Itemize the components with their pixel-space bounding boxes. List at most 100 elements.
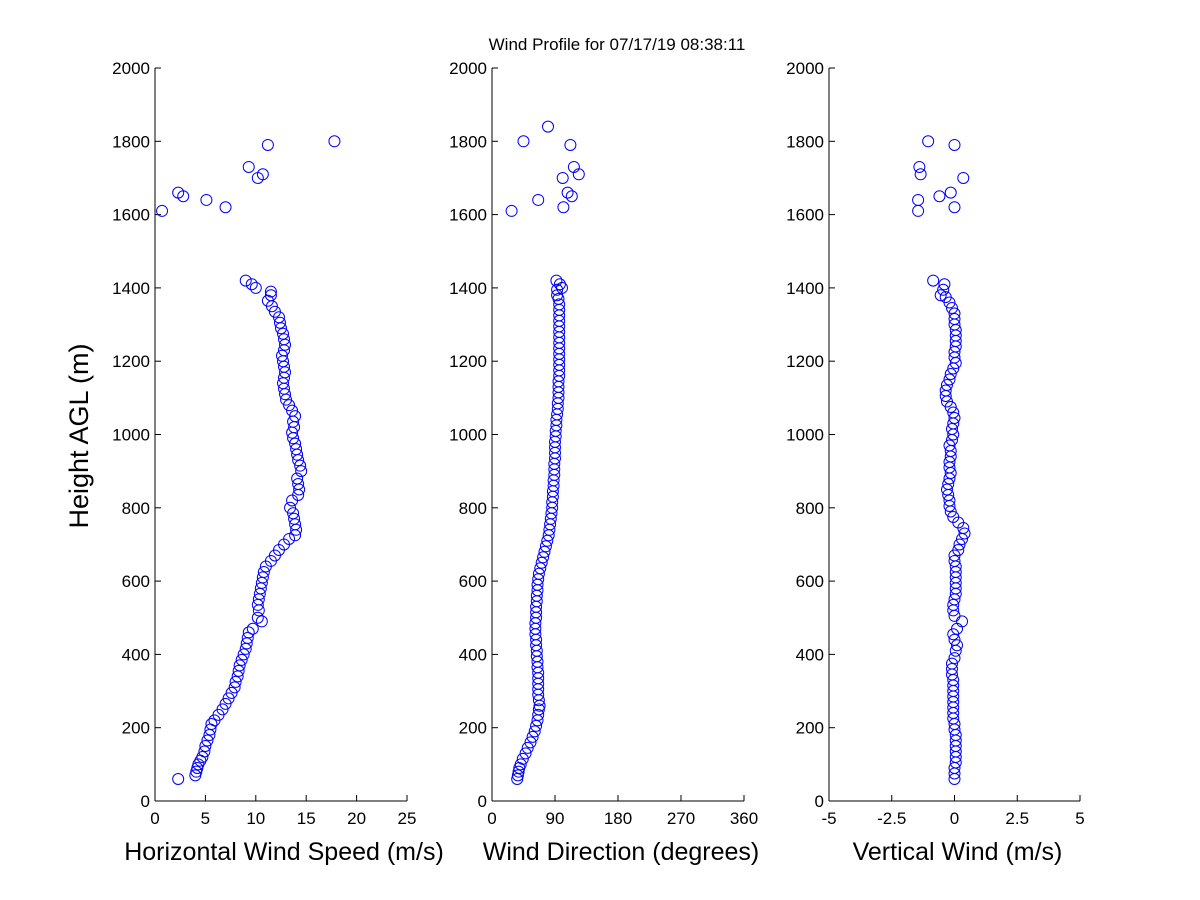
x-tick-label: 20 <box>347 809 366 828</box>
data-point <box>539 540 552 553</box>
data-point <box>205 718 218 731</box>
data-point <box>943 494 956 507</box>
data-point <box>242 160 255 173</box>
data-point <box>535 556 548 569</box>
y-tick-label: 1600 <box>786 206 824 225</box>
y-tick-label: 1400 <box>786 279 824 298</box>
data-point <box>947 510 960 523</box>
data-point <box>542 120 554 133</box>
y-tick-label: 1600 <box>449 206 487 225</box>
data-point <box>283 532 296 545</box>
data-point <box>938 278 951 291</box>
data-point <box>289 437 302 450</box>
data-point <box>528 725 541 738</box>
y-tick-label: 2000 <box>449 59 487 78</box>
data-point <box>233 659 246 672</box>
x-tick-label: 5 <box>201 809 210 828</box>
data-point <box>524 736 537 749</box>
data-point <box>249 281 262 294</box>
data-point <box>948 138 961 151</box>
data-point <box>290 443 303 456</box>
data-point <box>912 193 925 206</box>
data-point <box>948 313 961 326</box>
data-point <box>943 439 956 452</box>
data-point <box>237 648 250 661</box>
data-point <box>511 769 524 782</box>
data-point <box>526 730 539 743</box>
data-point <box>228 681 241 694</box>
data-point <box>198 745 211 758</box>
data-point <box>273 316 286 329</box>
data-point <box>288 512 301 525</box>
data-point <box>957 171 970 184</box>
data-point <box>276 349 289 362</box>
data-point <box>261 294 274 307</box>
data-point <box>246 622 259 635</box>
y-tick-label: 2000 <box>786 59 824 78</box>
x-tick-label: 90 <box>546 809 565 828</box>
data-point <box>948 554 961 567</box>
data-point <box>914 168 927 181</box>
data-point <box>561 186 574 199</box>
data-point <box>948 633 961 646</box>
y-axis-label: Height AGL (m) <box>64 343 94 528</box>
data-point <box>952 543 965 556</box>
data-point <box>172 773 185 786</box>
y-tick-label: 600 <box>459 572 487 591</box>
y-tick-label: 0 <box>815 792 824 811</box>
y-tick-label: 200 <box>122 719 150 738</box>
x-tick-label: 15 <box>297 809 316 828</box>
data-point <box>556 171 569 184</box>
data-point <box>201 734 214 747</box>
data-point <box>939 291 952 304</box>
data-point <box>199 740 212 753</box>
data-point <box>242 626 255 639</box>
y-tick-label: 0 <box>141 792 150 811</box>
data-point <box>292 477 305 490</box>
data-point <box>505 204 518 217</box>
data-point <box>255 615 268 628</box>
y-tick-label: 400 <box>459 645 487 664</box>
data-point <box>532 708 545 721</box>
data-point <box>553 298 566 311</box>
data-point <box>517 135 530 148</box>
data-point <box>239 274 252 287</box>
y-tick-label: 800 <box>122 499 150 518</box>
data-point <box>945 663 958 676</box>
data-point <box>257 565 270 578</box>
x-tick-label: 0 <box>150 809 159 828</box>
y-tick-label: 1600 <box>112 206 150 225</box>
data-point <box>268 305 281 318</box>
y-tick-label: 400 <box>796 645 824 664</box>
data-point <box>532 193 545 206</box>
x-tick-label: 360 <box>730 809 758 828</box>
data-point <box>284 501 297 514</box>
data-point <box>256 571 269 584</box>
data-point <box>922 135 935 148</box>
data-point <box>550 274 563 287</box>
x-tick-label: 2.5 <box>1005 809 1029 828</box>
data-point <box>927 274 940 287</box>
x-tick-label: 270 <box>667 809 695 828</box>
data-point <box>534 562 547 575</box>
horizontal-wind-speed-panel: 0 200 400 600 800 1000 1200 1400 1600 1800 2000 0 5 1… <box>112 59 444 866</box>
data-point <box>948 307 961 320</box>
data-point <box>216 703 229 716</box>
data-point <box>261 138 274 151</box>
data-point <box>945 302 958 315</box>
y-tick-label: 600 <box>796 572 824 591</box>
data-point <box>200 193 213 206</box>
data-point <box>287 507 300 520</box>
data-point <box>219 697 232 710</box>
data-point <box>538 545 551 558</box>
data-point <box>277 327 290 340</box>
y-tick-label: 400 <box>122 645 150 664</box>
data-point <box>948 201 961 214</box>
y-tick-label: 1800 <box>786 132 824 151</box>
x-tick-label: 10 <box>246 809 265 828</box>
data-point <box>294 459 307 472</box>
wind-direction-panel: 0 200 400 600 800 1000 1200 1400 1600 1800 2000 0 90… <box>449 59 759 866</box>
data-point <box>172 186 185 199</box>
data-point <box>521 741 534 754</box>
data-point <box>565 190 578 203</box>
